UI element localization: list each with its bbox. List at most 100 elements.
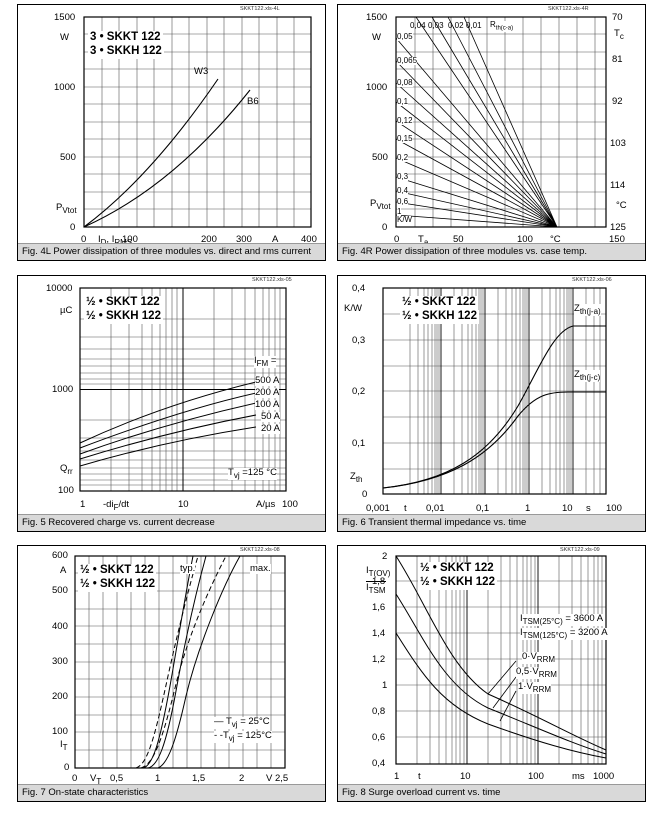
curve-label-50a: 50 A <box>261 411 281 422</box>
xtick-0-001: 0,001 <box>366 503 390 514</box>
curve-label-0vrrm: 0·VRRM <box>522 651 556 664</box>
rth-left-label: 0,1 <box>397 97 409 106</box>
panel-fig-8: SKKT122.xls-09 ½ • SKKT 122 ½ • SKKH 122… <box>337 545 646 802</box>
grid <box>396 17 606 227</box>
xtick-10: 10 <box>178 499 189 510</box>
annotation-typ: typ. <box>180 563 196 574</box>
xtick-2: 2 <box>239 773 245 784</box>
curves <box>395 555 607 759</box>
y-axis-label: IT(OV) <box>366 565 391 578</box>
y-unit: W <box>60 32 69 43</box>
rth-left-label: 1 <box>397 207 402 216</box>
y-axis-label: Qrr <box>60 463 73 476</box>
legend-line-1: ½ • SKKT 122 <box>400 296 478 310</box>
ytick-0-4: 0,4 <box>352 283 366 294</box>
chart-fig-7 <box>74 555 286 769</box>
x-axis-label: Ta <box>418 234 428 247</box>
legend-dash: - -Tvj = 125°C <box>214 730 272 743</box>
ytick-1000: 1000 <box>54 82 76 93</box>
ytick-1-4: 1,4 <box>372 628 386 639</box>
rth-label-002: 0,02 <box>448 21 464 30</box>
ytick-1500: 1500 <box>54 12 76 23</box>
rth-left-label: 0,3 <box>397 172 409 181</box>
file-id: SKKT122.xls-4L <box>240 6 280 12</box>
legend-line-1: 3 • SKKT 122 <box>88 31 163 45</box>
ytick-100: 100 <box>58 485 74 496</box>
ytick-200: 200 <box>52 691 68 702</box>
plot-frame <box>395 555 607 765</box>
ytick-1000: 1000 <box>52 384 74 395</box>
curve-w3 <box>83 78 219 228</box>
chart-fig-8 <box>395 555 607 765</box>
x-unit: °C <box>550 234 561 245</box>
y-axis-label: Zth <box>350 471 363 484</box>
ifm-label: IFM = <box>254 355 277 368</box>
x-axis-label: ID, IRMS <box>98 234 132 247</box>
x-unit: ms <box>572 771 585 782</box>
ytick-0-2: 0,2 <box>352 386 366 397</box>
y-unit: µC <box>60 305 73 316</box>
ytick-0: 0 <box>64 762 70 773</box>
figure-caption: Fig. 4R Power dissipation of three modul… <box>338 243 645 260</box>
ytick-500: 500 <box>60 152 76 163</box>
xtick-400: 400 <box>301 234 317 245</box>
xtick-100: 100 <box>282 499 298 510</box>
ytick-600: 600 <box>52 550 68 561</box>
x-axis-label: VT <box>90 773 102 786</box>
figure-caption: Fig. 7 On-state characteristics <box>18 784 325 801</box>
figure-caption: Fig. 5 Recovered charge vs. current decr… <box>18 514 325 531</box>
rth-left-label: 0,2 <box>397 153 409 162</box>
panel-fig-6: SKKT122.xls-06 ½ • SKKT 122 ½ • SKKH 122… <box>337 275 646 532</box>
rth-lines <box>395 16 558 228</box>
chart-fig-6 <box>382 287 607 495</box>
curve-label-500a: 500 A <box>255 375 280 386</box>
y-unit: A <box>60 565 67 576</box>
xtick-150: 150 <box>609 234 625 245</box>
panel-fig-5: SKKT122.xls-05 ½ • SKKT 122 ½ • SKKH 122… <box>17 275 326 532</box>
x-axis-label: t <box>404 503 407 514</box>
xtick-1: 1 <box>80 499 86 510</box>
ytick-0-8: 0,8 <box>372 706 386 717</box>
panel-fig-4r: SKKT122.xls-4R 1500 1000 500 W PVtot 0 0… <box>337 4 646 261</box>
itsm-125c: ITSM(125°C) = 3200 A <box>520 627 608 640</box>
legend-line-1: ½ • SKKT 122 <box>78 564 156 578</box>
curve-zth-jc <box>382 391 606 489</box>
rtick-125: 125 <box>610 222 626 233</box>
y-axis-label: IT <box>60 739 68 752</box>
xtick-300: 300 <box>236 234 252 245</box>
ytick-10000: 10000 <box>46 283 73 294</box>
plot-frame <box>382 287 607 495</box>
xtick-1: 1 <box>525 503 531 514</box>
plot-frame <box>83 16 312 228</box>
ytick-0: 0 <box>382 222 388 233</box>
rtick-81: 81 <box>612 54 623 65</box>
ytick-300: 300 <box>52 656 68 667</box>
file-id: SKKT122.xls-05 <box>252 277 292 283</box>
ytick-1000: 1000 <box>366 82 388 93</box>
y-axis-label-denominator: ITSM <box>366 581 386 595</box>
curve-zth-ja <box>382 325 606 489</box>
chart-fig-4r <box>395 16 607 228</box>
x-axis-label: -diF/dt <box>103 499 130 512</box>
legend-line-2: ½ • SKKH 122 <box>78 578 157 592</box>
rth-left-label: 0,6 <box>397 197 409 206</box>
figure-caption: Fig. 6 Transient thermal impedance vs. t… <box>338 514 645 531</box>
ytick-0: 0 <box>70 222 76 233</box>
file-id: SKKT122.xls-09 <box>560 547 600 553</box>
file-id: SKKT122.xls-06 <box>572 277 612 283</box>
xtick-2-5: V 2,5 <box>266 773 289 784</box>
ytick-1-8: 1,8 <box>372 576 386 587</box>
legend-solid: — Tvj = 25°C <box>214 716 270 729</box>
x-axis-label: t <box>418 771 421 782</box>
rth-left-label: 0,15 <box>397 134 413 143</box>
ytick-1: 1 <box>382 680 388 691</box>
rtick-92: 92 <box>612 96 623 107</box>
grid <box>383 288 606 494</box>
ytick-500: 500 <box>372 152 388 163</box>
grid <box>80 287 286 491</box>
xtick-0-1: 0,1 <box>476 503 490 514</box>
curves <box>79 381 257 467</box>
legend-line-1: ½ • SKKT 122 <box>418 562 496 576</box>
rth-left-label: 0,4 <box>397 186 409 195</box>
rth-left-label: 0,08 <box>397 78 413 87</box>
